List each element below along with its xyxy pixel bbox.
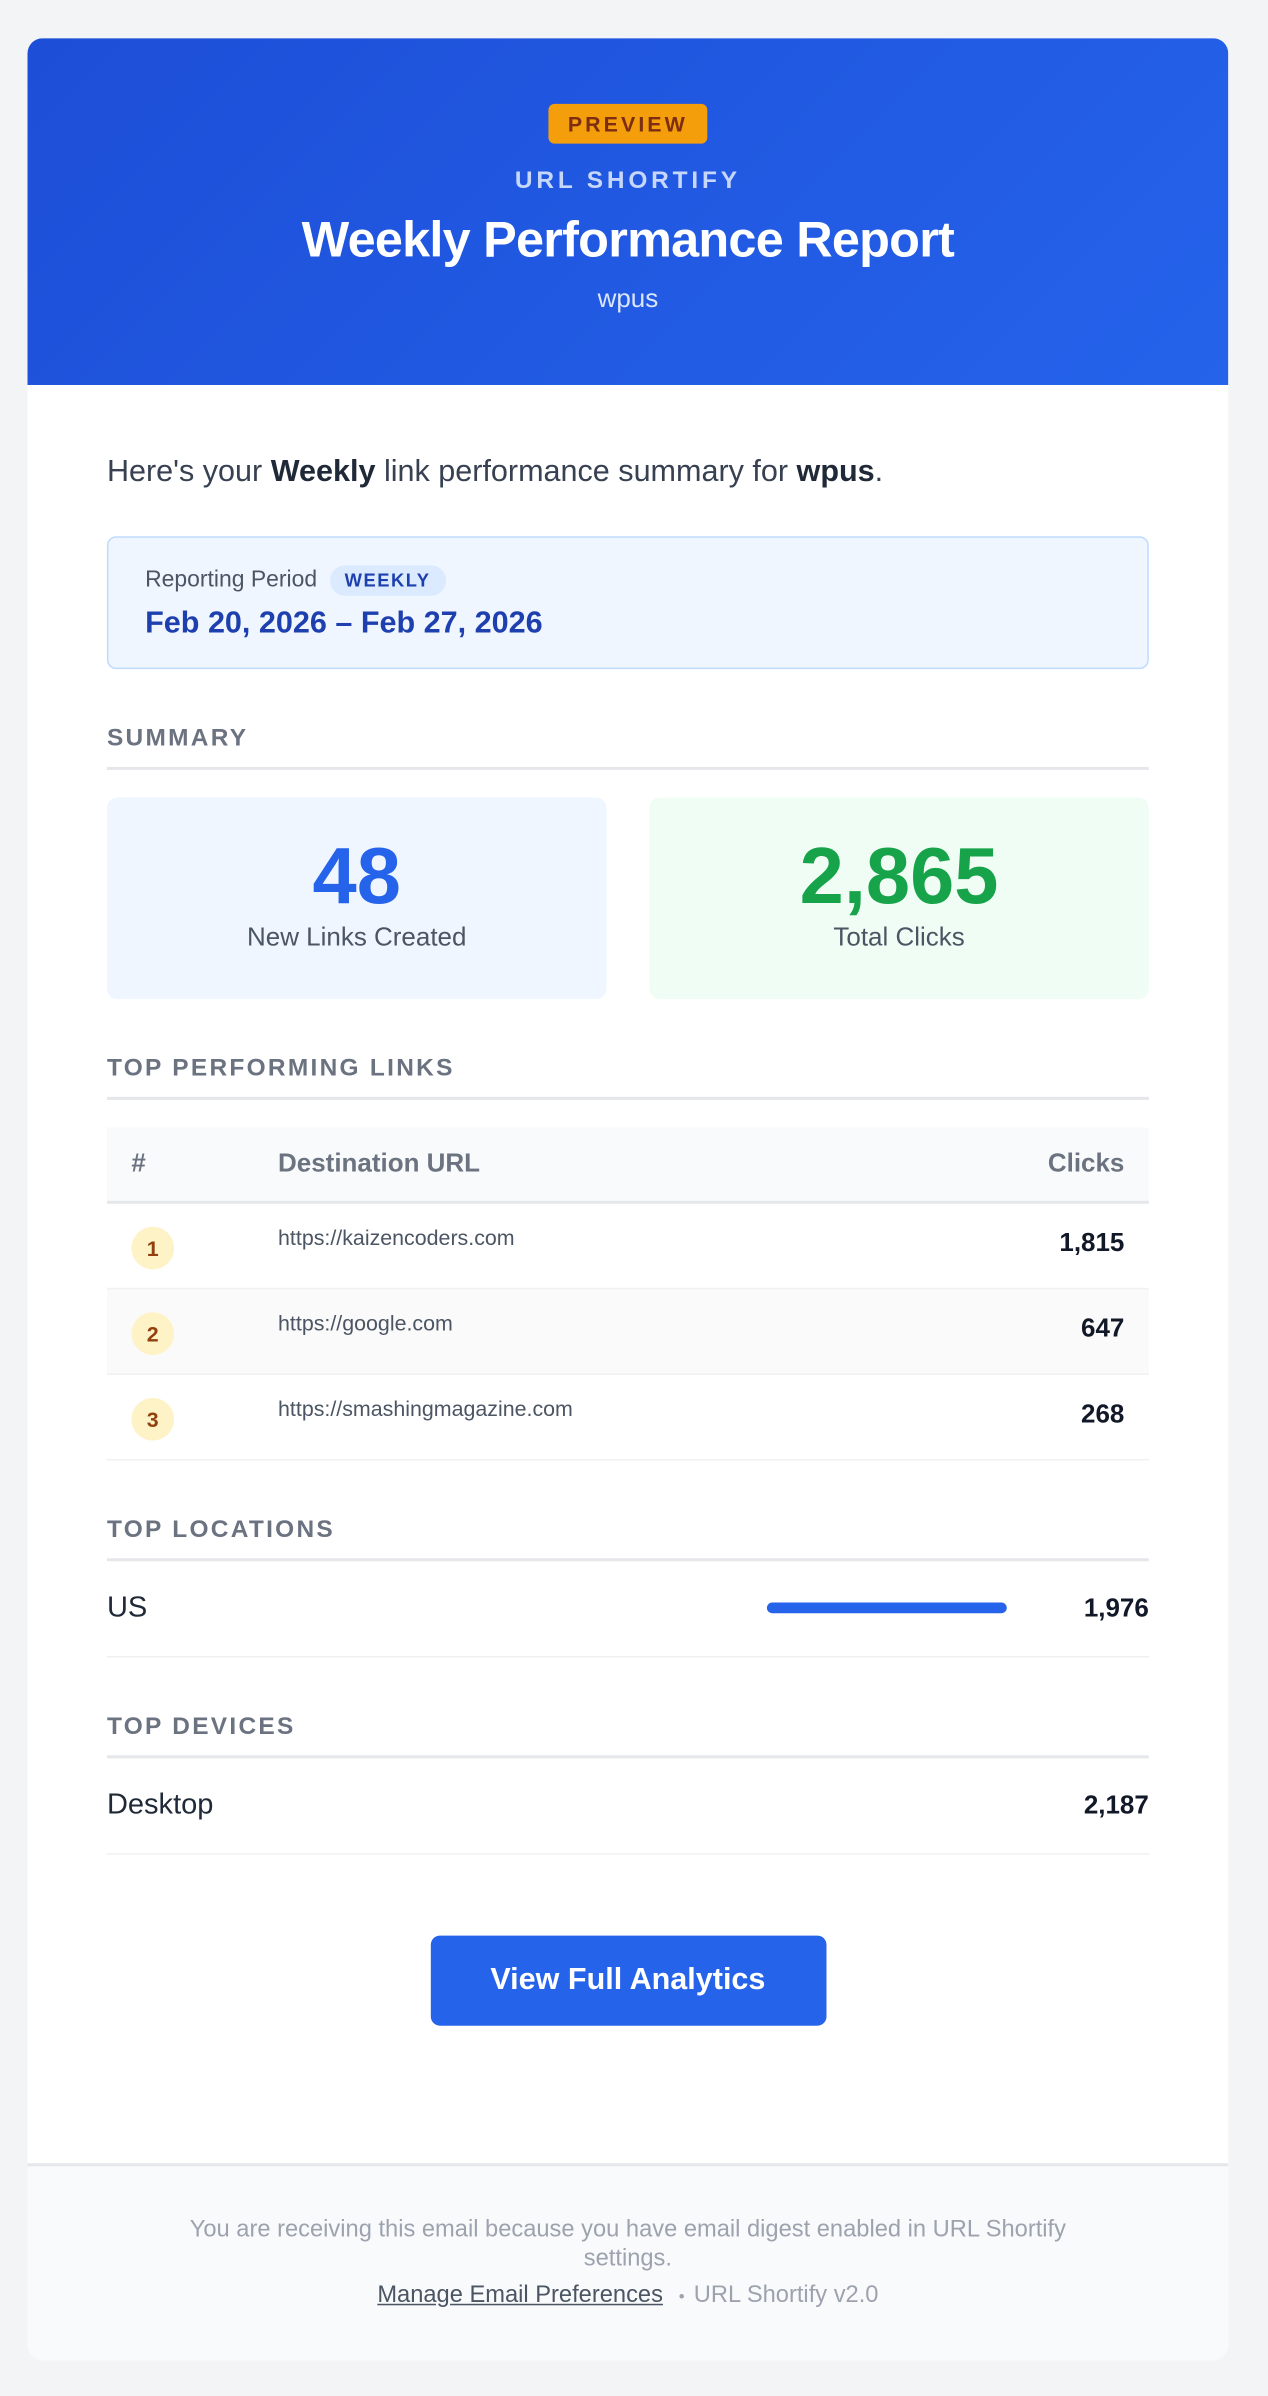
version: URL Shortify v2.0 (693, 2282, 879, 2309)
intro-strong: wpus (796, 455, 875, 489)
stat-value: 2,865 (799, 832, 999, 922)
stat-card: 48 New Links Created (106, 797, 607, 1000)
summary-cards: 48 New Links Created 2,865 Total Clicks (106, 797, 1149, 1000)
rank-cell: 2 (106, 1287, 277, 1375)
header-row: # Destination URL Clicks (106, 1127, 1149, 1204)
row-name: US (106, 1591, 148, 1624)
stat-label: Total Clicks (833, 922, 965, 952)
list-row: US 1,976 (106, 1561, 1149, 1657)
links-table: # Destination URL Clicks 1 https://kaizen… (106, 1127, 1149, 1460)
brand: URL SHORTIFY (514, 168, 741, 195)
row-clicks: 2,187 (1083, 1789, 1149, 1819)
clicks: 1,815 (925, 1202, 1149, 1289)
rank-cell: 1 (106, 1202, 277, 1289)
period-label: Reporting Period (145, 566, 318, 593)
stat-value: 48 (312, 832, 401, 922)
content: Here's your Weekly link performance summ… (27, 455, 1228, 2025)
url-cell: https://smashingmagazine.com (276, 1373, 926, 1460)
list-row: Desktop 2,187 (106, 1758, 1149, 1854)
table-head: # Destination URL Clicks (106, 1127, 1149, 1204)
row-clicks: 1,976 (1083, 1592, 1149, 1622)
preferences-link[interactable]: Manage Email Preferences (377, 2282, 663, 2309)
rank-badge: 1 (131, 1226, 175, 1270)
clicks: 647 (925, 1287, 1149, 1375)
table-body: 1 https://kaizencoders.com 1,815 2 https://g… (106, 1202, 1149, 1460)
column-header: # (106, 1127, 277, 1204)
intro-strong: Weekly (270, 455, 376, 489)
link-row: 1 https://kaizencoders.com 1,815 (106, 1202, 1149, 1289)
section-heading: TOP PERFORMING LINKS (106, 1056, 1149, 1100)
title: Weekly Performance Report (301, 210, 955, 268)
intro: Here's your Weekly link performance summ… (107, 455, 1149, 490)
locations-list: US 1,976 (106, 1561, 1149, 1657)
devices-list: Desktop 2,187 (106, 1758, 1149, 1854)
section-heading: TOP DEVICES (106, 1713, 1149, 1758)
destination-url: https://google.com (278, 1310, 453, 1335)
site-name: wpus (597, 284, 659, 314)
period-range: Feb 20, 2026 – Feb 27, 2026 (145, 606, 543, 641)
rank-badge: 3 (131, 1397, 175, 1440)
destination-url: https://kaizencoders.com (278, 1225, 515, 1250)
stat-card: 2,865 Total Clicks (649, 797, 1149, 1000)
period-box: Reporting Period WEEKLY Feb 20, 2026 – Fe… (106, 536, 1149, 670)
section-heading: TOP LOCATIONS (106, 1516, 1149, 1561)
row-name: Desktop (106, 1788, 214, 1821)
stat-label: New Links Created (247, 922, 467, 952)
footer-notice: You are receiving this email because you… (189, 2216, 1066, 2272)
period-tag: WEEKLY (329, 565, 446, 596)
row-bar (767, 1602, 1008, 1614)
button-wrap: View Full Analytics (107, 1934, 1149, 2025)
link-row: 2 https://google.com 647 (106, 1287, 1149, 1375)
footer-links: Manage Email Preferences • URL Shortify v… (150, 2281, 1106, 2313)
footer: You are receiving this email because you… (27, 2163, 1229, 2361)
preview-badge: PREVIEW (547, 103, 708, 144)
destination-url: https://smashingmagazine.com (278, 1395, 573, 1420)
email-card: PREVIEW URL SHORTIFY Weekly Performance … (27, 38, 1229, 2361)
column-header: Clicks (925, 1127, 1149, 1204)
intro-text: Here's your (106, 455, 271, 489)
header: PREVIEW URL SHORTIFY Weekly Performance … (27, 38, 1229, 385)
url-cell: https://kaizencoders.com (276, 1202, 926, 1289)
url-cell: https://google.com (276, 1287, 926, 1375)
separator: • (678, 2288, 685, 2307)
clicks: 268 (925, 1373, 1149, 1460)
rank-badge: 2 (131, 1311, 175, 1355)
rank-cell: 3 (106, 1373, 277, 1460)
intro-text: . (874, 455, 884, 489)
section-heading: SUMMARY (106, 726, 1149, 770)
link-row: 3 https://smashingmagazine.com 268 (106, 1373, 1149, 1460)
column-header: Destination URL (276, 1127, 926, 1204)
analytics-button[interactable]: View Full Analytics (430, 1934, 826, 2025)
intro-text: link performance summary for (375, 455, 797, 489)
